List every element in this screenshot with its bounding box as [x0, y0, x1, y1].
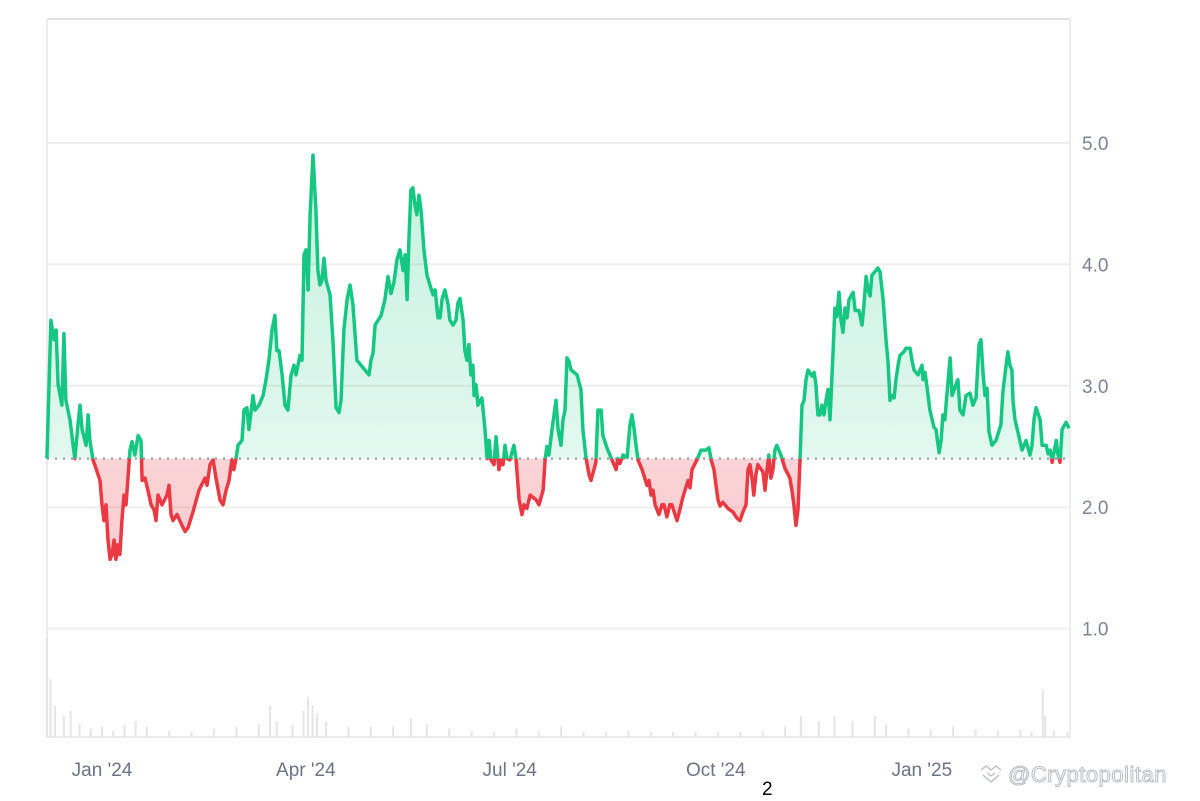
plot-frame: [46, 18, 1071, 738]
volume-bar: [302, 710, 305, 737]
volume-bar: [190, 731, 193, 737]
y-tick-label: 4.0: [1082, 255, 1108, 276]
volume-bar: [1030, 731, 1033, 737]
volume-bar: [291, 724, 294, 737]
volume-bar: [69, 710, 72, 737]
watermark: @Cryptopolitan: [978, 762, 1167, 788]
volume-bar: [1019, 729, 1022, 737]
volume-bar: [605, 731, 607, 737]
volume-bar: [470, 730, 473, 737]
volume-bar: [1044, 716, 1047, 737]
volume-bar: [929, 729, 932, 737]
volume-bar: [515, 728, 518, 737]
volume-bar: [1041, 689, 1044, 737]
volume-bar: [235, 726, 238, 737]
volume-bar: [112, 730, 115, 737]
price-line-below: [48, 458, 1062, 562]
volume-bar: [761, 730, 764, 737]
area-below-baseline: [92, 458, 1061, 560]
y-tick-label: 5.0: [1082, 134, 1108, 155]
volume-bar: [873, 716, 876, 737]
volume-bar: [537, 730, 540, 737]
volume-bar: [134, 721, 137, 737]
volume-bar: [78, 724, 81, 737]
x-tick-label: Jul '24: [483, 760, 538, 781]
price-line-above: [45, 153, 1071, 459]
x-axis: Jan '24 Apr '24 Jul '24 Oct '24 Jan '25: [72, 760, 953, 781]
volume-bar: [582, 731, 585, 737]
volume-bar: [425, 724, 428, 737]
footnote-number: 2: [762, 779, 773, 800]
volume-bar: [799, 716, 802, 737]
volume-bar: [257, 724, 260, 737]
volume-bar: [307, 697, 310, 737]
volume-bar: [101, 726, 103, 737]
volume-bar: [1066, 731, 1069, 737]
volume-bar: [168, 730, 171, 737]
volume-bar: [62, 716, 65, 737]
volume-bar: [560, 726, 563, 737]
volume-bar: [885, 724, 887, 737]
volume-bar: [145, 726, 148, 737]
volume-bar: [53, 705, 56, 737]
volume-bar: [907, 728, 910, 737]
y-axis: 5.0 4.0 3.0 2.0 1.0: [1082, 134, 1108, 641]
watermark-text: @Cryptopolitan: [1008, 762, 1167, 788]
volume-bars: [45, 637, 1069, 737]
volume-bar: [997, 730, 999, 737]
volume-bar: [649, 731, 652, 737]
volume-bar: [392, 726, 395, 737]
x-tick-label: Apr '24: [276, 760, 336, 781]
volume-bar: [269, 705, 271, 737]
volume-bar: [347, 726, 350, 737]
volume-bar: [493, 731, 495, 737]
logo-icon: [980, 765, 1002, 783]
area-above-baseline: [46, 155, 1069, 459]
volume-bar: [316, 713, 319, 737]
volume-bar: [410, 718, 413, 737]
gridlines: [47, 142, 1070, 630]
volume-bar: [833, 716, 836, 737]
volume-bar: [213, 728, 215, 737]
data-points: [45, 154, 1070, 561]
volume-bar: [952, 726, 955, 737]
volume-bar: [851, 721, 854, 737]
y-tick-label: 2.0: [1082, 498, 1108, 519]
volume-bar: [784, 726, 787, 737]
volume-bar: [325, 721, 327, 737]
volume-bar: [974, 729, 977, 737]
volume-bar: [311, 705, 314, 737]
volume-bar: [694, 731, 697, 737]
x-tick-label: Oct '24: [686, 760, 746, 781]
y-tick-label: 1.0: [1082, 620, 1108, 641]
volume-bar: [45, 637, 48, 737]
volume-bar: [1053, 730, 1055, 737]
volume-bar: [817, 721, 820, 737]
x-tick-label: Jan '24: [72, 760, 133, 781]
volume-bar: [89, 728, 92, 737]
volume-bar: [123, 724, 126, 737]
y-tick-label: 3.0: [1082, 377, 1108, 398]
volume-bar: [49, 679, 52, 737]
volume-bar: [739, 731, 742, 737]
volume-bar: [717, 731, 719, 737]
volume-bar: [275, 721, 278, 737]
volume-bar: [672, 731, 675, 737]
volume-bar: [448, 728, 451, 737]
volume-bar: [369, 726, 372, 737]
volume-bar: [627, 730, 630, 737]
x-tick-label: Jan '25: [891, 760, 952, 781]
